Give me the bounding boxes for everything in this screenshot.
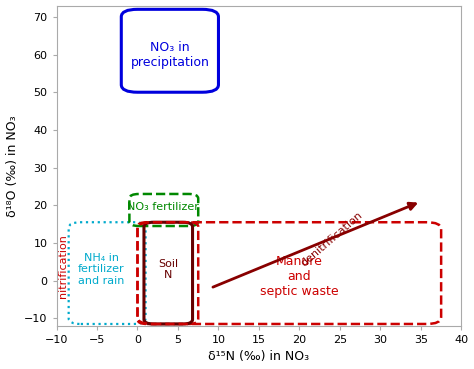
Text: NO₃ fertilizer: NO₃ fertilizer <box>128 202 200 212</box>
Y-axis label: δ¹⁸O (‰) in NO₃: δ¹⁸O (‰) in NO₃ <box>6 115 18 217</box>
Text: NO₃ in
precipitation: NO₃ in precipitation <box>130 41 210 69</box>
Text: Manure
and
septic waste: Manure and septic waste <box>260 255 339 299</box>
X-axis label: δ¹⁵N (‰) in NO₃: δ¹⁵N (‰) in NO₃ <box>209 351 310 363</box>
Text: NH₄ in
fertilizer
and rain: NH₄ in fertilizer and rain <box>78 253 124 286</box>
Text: nitrification: nitrification <box>58 234 68 297</box>
Text: Soil
N: Soil N <box>158 259 178 280</box>
Text: denitrification: denitrification <box>299 210 365 269</box>
